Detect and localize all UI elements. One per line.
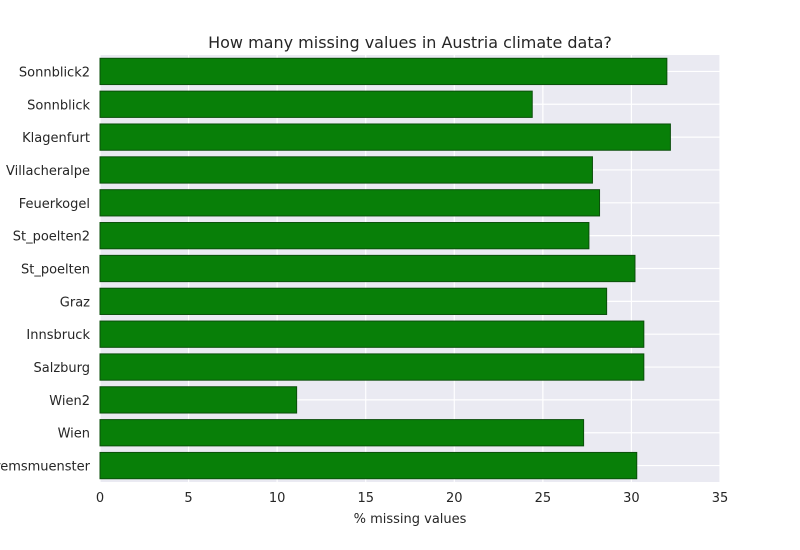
x-tick-label: 0 [96, 491, 104, 506]
x-tick-label: 5 [184, 491, 192, 506]
bar-villacheralpe [99, 156, 593, 184]
bar-graz [99, 287, 608, 315]
y-tick-label: Sonnblick2 [19, 65, 90, 80]
x-tick-label: 30 [623, 491, 640, 506]
bar-kremsmuenster [99, 451, 638, 480]
x-tick-label: 10 [269, 491, 286, 506]
bar-wien2 [99, 386, 298, 414]
y-tick-label: Feuerkogel [19, 197, 90, 212]
y-tick-label: St_poelten [21, 263, 90, 278]
y-tick-label: Sonnblick [27, 98, 90, 113]
y-tick-label: Wien2 [49, 394, 90, 409]
bar-wien [99, 419, 585, 447]
x-axis-label: % missing values [354, 512, 467, 527]
bar-klagenfurt [99, 123, 671, 151]
chart-title: How many missing values in Austria clima… [208, 33, 612, 52]
x-tick-label: 35 [712, 491, 729, 506]
bar-salzburg [99, 353, 645, 381]
y-tick-label: Graz [60, 295, 90, 310]
x-tick-label: 15 [357, 491, 374, 506]
y-tick-label: Salzburg [33, 361, 90, 376]
bars [99, 57, 671, 480]
x-tick-labels: 0 5 10 15 20 25 30 35 [96, 491, 728, 506]
bar-innsbruck [99, 320, 645, 348]
y-tick-label: Wien [58, 427, 90, 442]
y-tick-label: Innsbruck [26, 328, 90, 343]
x-tick-label: 25 [535, 491, 552, 506]
bar-sonnblick [99, 90, 533, 118]
y-tick-label: Kremsmuenster [0, 460, 91, 475]
bar-feuerkogel [99, 189, 601, 217]
bar-sonnblick2 [99, 57, 668, 86]
y-tick-label: Villacheralpe [6, 164, 90, 179]
y-tick-label: Klagenfurt [22, 131, 90, 146]
x-tick-label: 20 [446, 491, 463, 506]
bar-st_poelten2 [99, 222, 590, 250]
bar-st_poelten [99, 254, 636, 283]
y-tick-label: St_poelten2 [13, 230, 90, 245]
y-tick-labels: Sonnblick2 Sonnblick Klagenfurt Villacheral… [0, 65, 91, 474]
